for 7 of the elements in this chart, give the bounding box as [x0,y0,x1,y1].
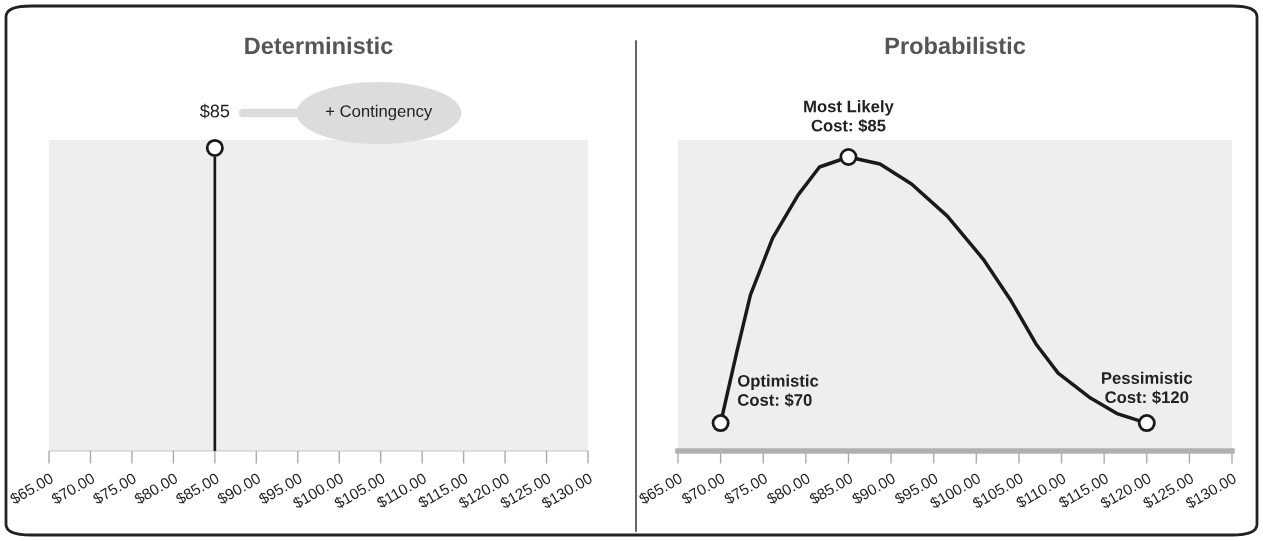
chart-title: Deterministic [245,36,393,55]
annotation: $85 [199,103,230,119]
chart-title: Probabilistic [885,36,1026,55]
annotation: Pessimistic Cost: $120 [1102,371,1193,405]
text: + Contingency [326,104,433,121]
annotation: Most Likely Cost: $85 [804,100,894,133]
annotation: Optimistic Cost: $70 [737,374,819,407]
